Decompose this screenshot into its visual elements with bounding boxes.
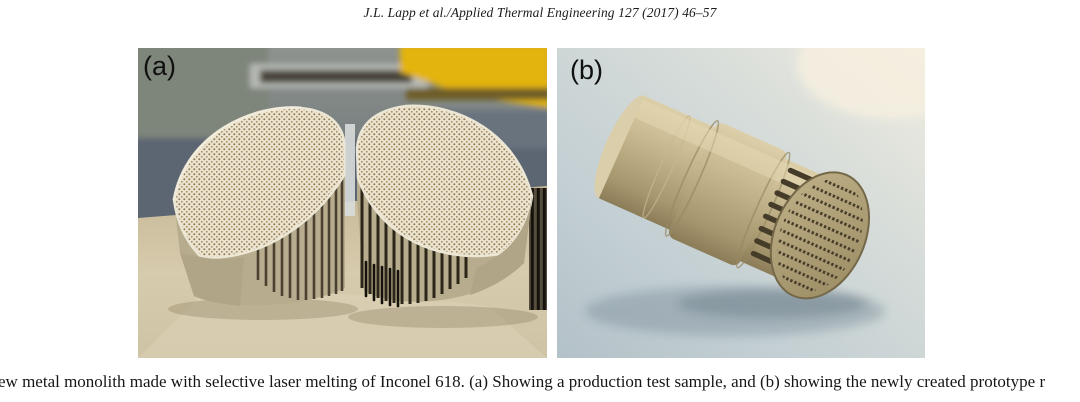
panel-label-a: (a) xyxy=(143,51,176,81)
monolith-right-half xyxy=(355,104,534,308)
monolith-halves-photo xyxy=(138,48,547,358)
figure-caption: ew metal monolith made with selective la… xyxy=(0,372,1046,391)
monolith-left-half xyxy=(172,106,347,306)
figure-panel-a: (a) xyxy=(138,48,547,358)
panel-label-b: (b) xyxy=(570,55,603,85)
running-head: J.L. Lapp et al./Applied Thermal Enginee… xyxy=(363,5,717,20)
figure-panel-b: (b) xyxy=(557,48,925,358)
prototype-cylinder xyxy=(594,95,880,304)
prototype-cylinder-photo xyxy=(557,48,925,358)
